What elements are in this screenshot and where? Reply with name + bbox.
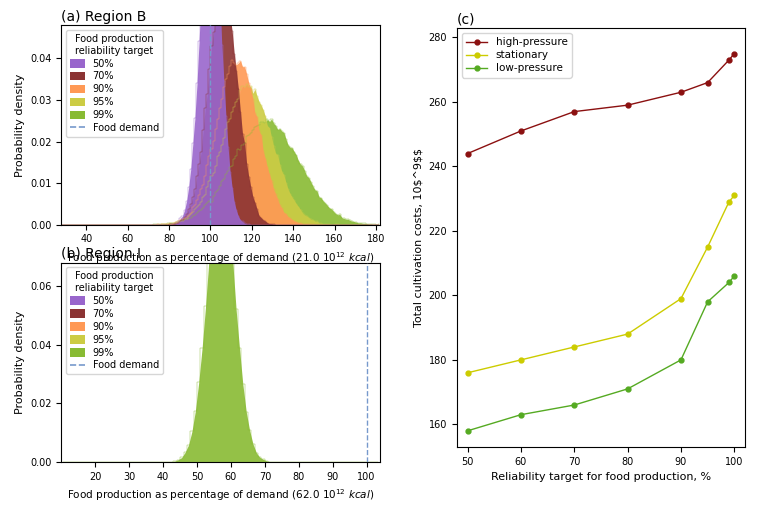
low-pressure bbox=[703, 299, 712, 305]
high-pressure bbox=[623, 102, 632, 108]
low-pressure bbox=[677, 357, 686, 363]
Text: (a) Region B: (a) Region B bbox=[61, 10, 147, 24]
low-pressure bbox=[623, 386, 632, 392]
Text: (c): (c) bbox=[457, 13, 475, 27]
stationary bbox=[463, 370, 472, 376]
low-pressure bbox=[730, 273, 739, 279]
Text: (b) Region I: (b) Region I bbox=[61, 247, 141, 262]
Line: high-pressure: high-pressure bbox=[465, 51, 737, 156]
stationary bbox=[570, 344, 579, 350]
high-pressure bbox=[724, 57, 733, 63]
Legend: high-pressure, stationary, low-pressure: high-pressure, stationary, low-pressure bbox=[462, 33, 571, 78]
high-pressure bbox=[463, 150, 472, 157]
stationary bbox=[730, 192, 739, 198]
low-pressure bbox=[570, 402, 579, 408]
X-axis label: Food production as percentage of demand (21.0 10$^{12}$ $kcal$): Food production as percentage of demand … bbox=[67, 250, 375, 266]
low-pressure bbox=[463, 428, 472, 434]
stationary bbox=[623, 331, 632, 337]
Y-axis label: Probability density: Probability density bbox=[15, 73, 25, 177]
high-pressure bbox=[703, 80, 712, 86]
high-pressure bbox=[570, 109, 579, 115]
Legend: 50%, 70%, 90%, 95%, 99%, Food demand: 50%, 70%, 90%, 95%, 99%, Food demand bbox=[66, 268, 163, 374]
Line: stationary: stationary bbox=[465, 193, 737, 375]
low-pressure bbox=[724, 279, 733, 285]
X-axis label: Reliability target for food production, %: Reliability target for food production, … bbox=[491, 472, 711, 482]
stationary bbox=[516, 357, 525, 363]
stationary bbox=[703, 244, 712, 250]
Y-axis label: Total cultivation costs, 10$^9$$: Total cultivation costs, 10$^9$$ bbox=[413, 148, 423, 327]
Legend: 50%, 70%, 90%, 95%, 99%, Food demand: 50%, 70%, 90%, 95%, 99%, Food demand bbox=[66, 30, 163, 137]
high-pressure bbox=[730, 50, 739, 57]
high-pressure bbox=[677, 89, 686, 95]
high-pressure bbox=[516, 128, 525, 134]
Line: low-pressure: low-pressure bbox=[465, 274, 737, 433]
stationary bbox=[724, 199, 733, 205]
low-pressure bbox=[516, 412, 525, 418]
Y-axis label: Probability density: Probability density bbox=[15, 311, 25, 414]
X-axis label: Food production as percentage of demand (62.0 10$^{12}$ $kcal$): Food production as percentage of demand … bbox=[67, 487, 375, 503]
stationary bbox=[677, 295, 686, 301]
